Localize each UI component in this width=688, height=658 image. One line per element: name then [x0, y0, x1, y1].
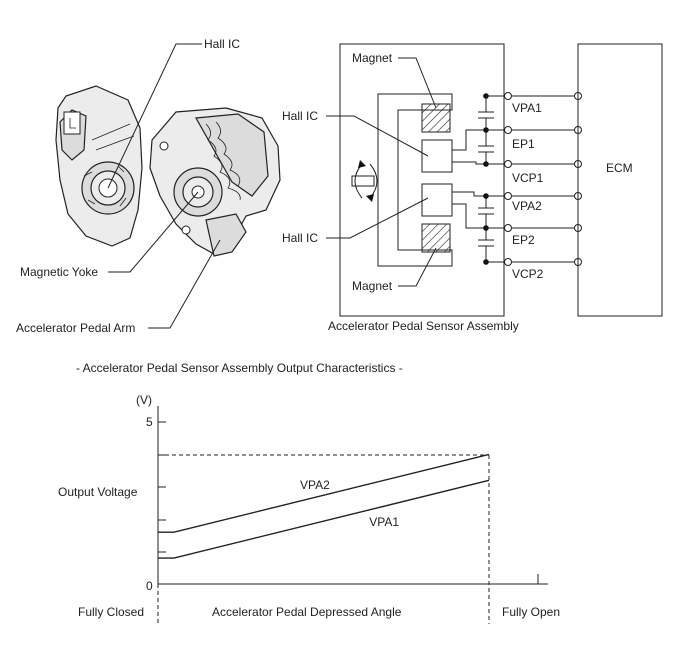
hall-ic-bottom-label: Hall IC [282, 231, 318, 245]
terminal-label-ep2: EP2 [512, 233, 535, 247]
x-axis-label: Accelerator Pedal Depressed Angle [212, 605, 402, 619]
terminal-label-vpa1: VPA1 [512, 101, 542, 115]
circuit-diagram: VPA1 EP1 VCP1 VPA2 EP2 VCP2 ECM Magnet H… [282, 43, 663, 333]
series-label-vpa2: VPA2 [300, 478, 330, 492]
illustration-labels: Hall IC Magnetic Yoke Accelerator Pedal … [16, 37, 240, 335]
series-layer: VPA2 VPA1 [158, 453, 490, 559]
magnet-top-label: Magnet [352, 51, 393, 65]
hall-ic-bottom [421, 183, 453, 217]
hall-ic-top-label: Hall IC [282, 109, 318, 123]
magnetic-yoke-label: Magnetic Yoke [20, 265, 98, 279]
sensor-assembly-box [339, 43, 505, 317]
y-tick-label-5: 5 [146, 415, 153, 429]
y-tick-label-0: 0 [146, 579, 153, 593]
series-line-vpa1 [158, 479, 490, 559]
sensor-illustration [55, 85, 281, 257]
y-unit-label: (V) [136, 393, 152, 407]
sensor-housing-right [149, 107, 281, 257]
terminal-label-vpa2: VPA2 [512, 199, 542, 213]
terminal-label-vcp2: VCP2 [512, 267, 544, 281]
assembly-terminals [504, 92, 512, 266]
rotation-icon [351, 160, 378, 202]
magnet-bottom [421, 223, 451, 253]
y-axis-label: Output Voltage [58, 485, 138, 499]
pedal-arm-label: Accelerator Pedal Arm [16, 321, 135, 335]
assembly-caption: Accelerator Pedal Sensor Assembly [328, 319, 519, 333]
hall-ic-top [421, 139, 453, 173]
ecm-box [577, 43, 663, 317]
magnet-bottom-label: Magnet [352, 279, 393, 293]
terminal-label-vcp1: VCP1 [512, 171, 544, 185]
hall-ic-label: Hall IC [204, 37, 240, 51]
output-chart: - Accelerator Pedal Sensor Assembly Outp… [58, 361, 560, 624]
chart-title: - Accelerator Pedal Sensor Assembly Outp… [76, 361, 403, 375]
magnet-top [421, 103, 451, 133]
x-start-label: Fully Closed [78, 605, 144, 619]
ecm-label: ECM [606, 161, 633, 175]
terminal-label-ep1: EP1 [512, 137, 535, 151]
x-end-label: Fully Open [502, 605, 560, 619]
sensor-housing-left [55, 85, 143, 247]
series-line-vpa2 [158, 453, 490, 533]
series-label-vpa1: VPA1 [369, 515, 399, 529]
